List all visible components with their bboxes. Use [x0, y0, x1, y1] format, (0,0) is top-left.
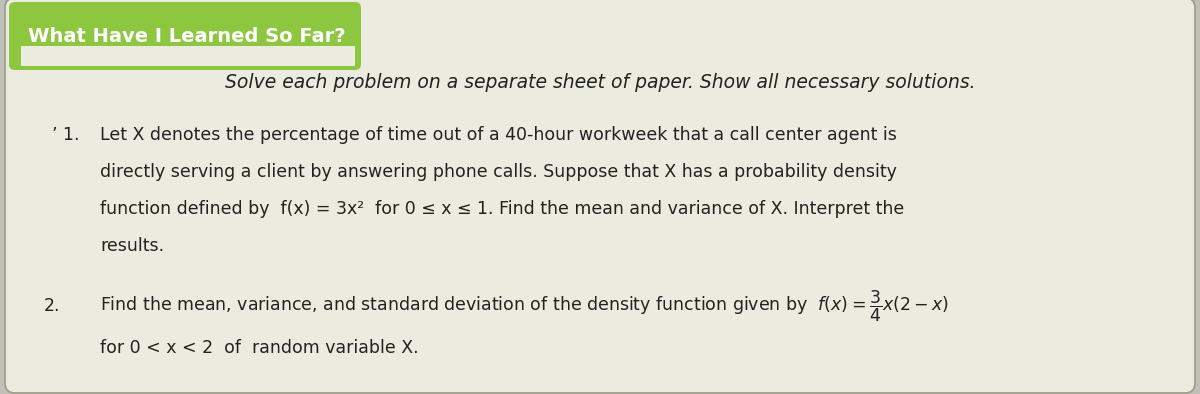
FancyBboxPatch shape [10, 2, 361, 70]
FancyBboxPatch shape [5, 0, 1195, 393]
Bar [22, 46, 355, 66]
Text: directly serving a client by answering phone calls. Suppose that X has a probabi: directly serving a client by answering p… [100, 163, 896, 181]
Text: ’ 1.: ’ 1. [52, 126, 79, 144]
Text: results.: results. [100, 237, 164, 255]
Text: function defined by  f(x) = 3x²  for 0 ≤ x ≤ 1. Find the mean and variance of X.: function defined by f(x) = 3x² for 0 ≤ x… [100, 200, 905, 218]
Text: Solve each problem on a separate sheet of paper. Show all necessary solutions.: Solve each problem on a separate sheet o… [224, 72, 976, 91]
Text: Let X denotes the percentage of time out of a 40-hour workweek that a call cente: Let X denotes the percentage of time out… [100, 126, 896, 144]
Text: What Have I Learned So Far?: What Have I Learned So Far? [28, 26, 346, 45]
Text: 2.: 2. [44, 297, 60, 315]
Text: Find the mean, variance, and standard deviation of the density function given by: Find the mean, variance, and standard de… [100, 288, 949, 324]
Text: for 0 < x < 2  of  random variable X.: for 0 < x < 2 of random variable X. [100, 339, 419, 357]
